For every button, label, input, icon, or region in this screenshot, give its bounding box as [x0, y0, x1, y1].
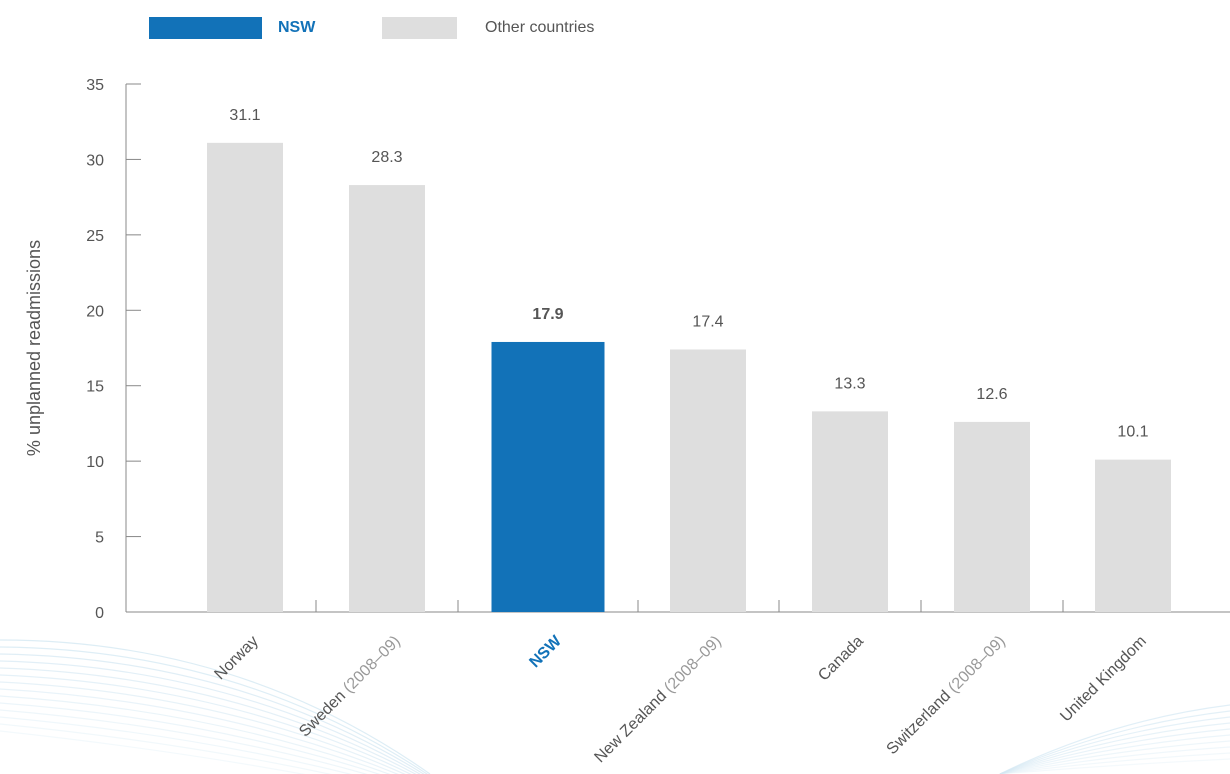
x-tick-label: Switzerland (2008–09): [884, 633, 1009, 758]
legend-swatch-other-countries: [382, 17, 457, 39]
bar-norway: [207, 142, 283, 612]
x-tick-label-name: Canada: [815, 633, 867, 685]
x-tick-label-name: Norway: [211, 633, 261, 683]
swoosh-line: [999, 758, 1230, 774]
bar-value-label: 17.9: [532, 306, 563, 323]
swoosh-line: [999, 716, 1230, 774]
y-tick-label: 35: [86, 77, 104, 94]
swoosh-line: [0, 723, 332, 774]
y-tick-label: 10: [86, 454, 104, 471]
bar-value-label: 17.4: [692, 314, 723, 331]
y-tick-label: 20: [86, 303, 104, 320]
swoosh-line: [999, 722, 1230, 774]
x-tick-label-name: New Zealand: [591, 688, 670, 767]
x-tick-label-period: (2008–09): [337, 633, 404, 700]
swoosh-line: [0, 681, 406, 774]
background-swoosh: [0, 639, 1230, 774]
y-tick-label: 25: [86, 228, 104, 245]
swoosh-line: [0, 674, 412, 774]
y-tick-label: 5: [95, 530, 104, 547]
swoosh-line: [0, 695, 391, 774]
swoosh-line: [0, 709, 368, 774]
swoosh-line: [999, 746, 1230, 774]
bar-sweden: [349, 185, 425, 612]
y-tick-label: 30: [86, 152, 104, 169]
swoosh-line: [999, 752, 1230, 774]
swoosh-line: [999, 704, 1230, 774]
bar-value-label: 13.3: [834, 375, 865, 392]
swoosh-line: [0, 660, 421, 774]
x-tick-label-period: (2008–09): [658, 633, 725, 700]
legend-swatch-nsw: [149, 17, 262, 39]
x-tick-label-name: Switzerland: [884, 688, 955, 759]
bar-value-label: 10.1: [1117, 424, 1148, 441]
y-tick-label: 0: [95, 605, 104, 622]
swoosh-line: [0, 653, 425, 774]
bar-canada: [812, 411, 888, 612]
y-tick-label: 15: [86, 379, 104, 396]
bar-nsw: [491, 341, 605, 612]
swoosh-line: [0, 716, 353, 774]
legend-item-other-countries: Other countries: [382, 17, 594, 39]
legend-label-other-countries: Other countries: [485, 19, 595, 36]
bar-value-label: 12.6: [976, 386, 1007, 403]
x-tick-label: NSW: [526, 632, 565, 671]
bar-new-zealand: [670, 349, 746, 612]
bar-united-kingdom: [1095, 459, 1171, 612]
x-tick-label-name: NSW: [526, 632, 565, 671]
swoosh-line: [0, 646, 429, 774]
x-tick-label: Canada: [815, 633, 867, 685]
swoosh-line: [0, 639, 431, 774]
x-tick-label: United Kingdom: [1057, 633, 1150, 726]
swoosh-line: [999, 740, 1230, 774]
swoosh-line: [999, 734, 1230, 774]
bar-switzerland: [954, 421, 1030, 612]
x-tick-label-name: United Kingdom: [1057, 633, 1150, 726]
x-tick-label-period: (2008–09): [942, 633, 1009, 700]
y-axis-label: % unplanned readmissions: [24, 240, 44, 456]
swoosh-line: [999, 710, 1230, 774]
x-tick-label: New Zealand (2008–09): [591, 633, 724, 766]
x-tick-label: Norway: [211, 633, 261, 683]
swoosh-line: [0, 688, 399, 774]
swoosh-line: [999, 728, 1230, 774]
bar-value-label: 31.1: [229, 107, 260, 124]
bar-value-label: 28.3: [371, 149, 402, 166]
swoosh-line: [0, 667, 417, 774]
legend-label-nsw: NSW: [278, 19, 316, 36]
swoosh-line: [0, 730, 306, 774]
legend-item-nsw: NSW: [149, 17, 315, 39]
